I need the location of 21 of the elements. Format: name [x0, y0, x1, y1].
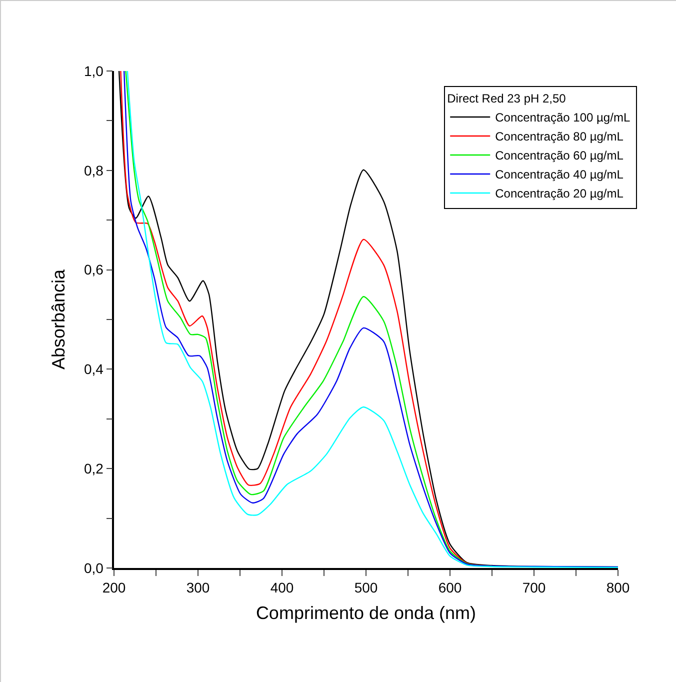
legend-title: Direct Red 23 pH 2,50: [447, 92, 566, 106]
y-axis-title: Absorbância: [48, 268, 69, 370]
x-tick-label: 800: [606, 580, 630, 596]
y-tick-label: 0,6: [84, 262, 104, 278]
legend-label: Concentração 60 µg/mL: [495, 148, 624, 163]
y-tick-label: 0,4: [84, 361, 104, 378]
x-tick-label: 300: [186, 580, 210, 596]
x-tick-label: 200: [102, 580, 126, 596]
x-tick-label: 600: [438, 580, 462, 596]
y-tick-label: 1,0: [84, 62, 104, 79]
y-tick-label: 0,2: [84, 460, 104, 476]
x-tick-label: 500: [354, 580, 378, 596]
x-tick-label: 400: [270, 580, 294, 596]
legend-label: Concentração 40 µg/mL: [495, 168, 624, 182]
legend-label: Concentração 100 µg/mL: [495, 110, 630, 125]
y-tick-label: 0,8: [84, 162, 104, 178]
x-axis-title: Comprimento de onda (nm): [256, 603, 476, 624]
y-tick-label: 0,0: [84, 560, 104, 576]
legend-label: Concentração 20 µg/mL: [495, 186, 624, 201]
x-tick-label: 700: [522, 580, 546, 596]
legend-label: Concentração 80 µg/mL: [495, 130, 624, 144]
